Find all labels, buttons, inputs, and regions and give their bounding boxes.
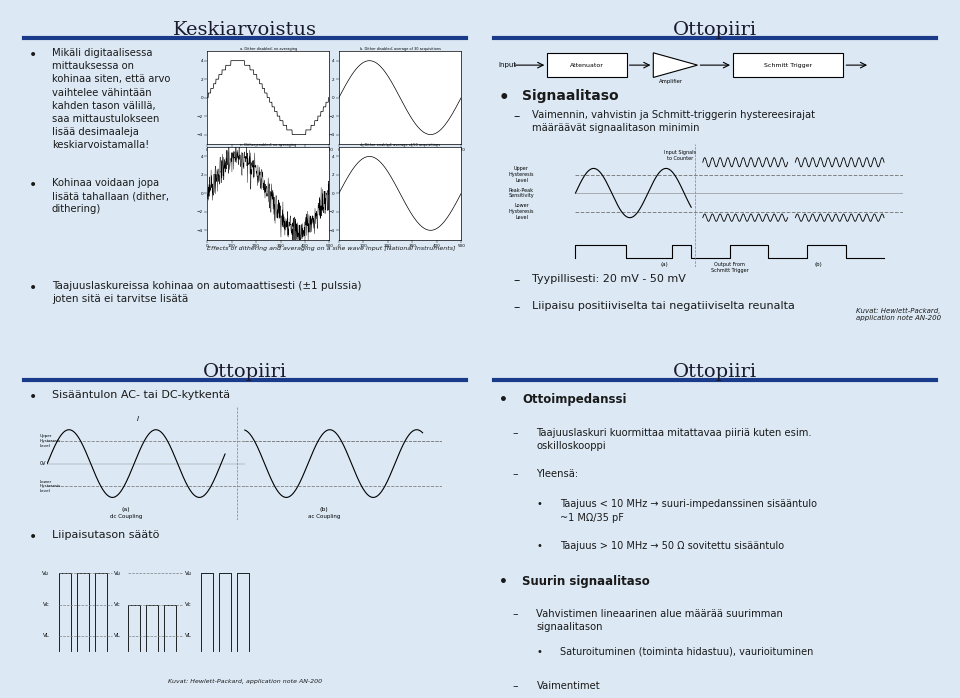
Title: a. Dither disabled; no averaging: a. Dither disabled; no averaging <box>240 47 297 51</box>
Text: Liipaisutason säätö: Liipaisutason säätö <box>52 530 159 540</box>
Text: •: • <box>29 530 36 544</box>
Text: Liipaisu positiiviselta tai negatiiviselta reunalta: Liipaisu positiiviselta tai negatiivisel… <box>532 301 795 311</box>
Text: Vu: Vu <box>184 571 191 576</box>
Text: dc Coupling: dc Coupling <box>110 514 142 519</box>
Text: Kuvat: Hewlett-Packard,
application note AN-200: Kuvat: Hewlett-Packard, application note… <box>856 308 941 321</box>
Text: –: – <box>513 609 518 619</box>
Text: Ottopiiri: Ottopiiri <box>673 21 757 38</box>
Text: Input: Input <box>498 62 516 68</box>
Text: VL: VL <box>184 633 191 638</box>
Text: Tyypillisesti: 20 mV - 50 mV: Tyypillisesti: 20 mV - 50 mV <box>532 274 685 284</box>
Title: c. Dither enabled; no averaging: c. Dither enabled; no averaging <box>240 143 297 147</box>
Text: Lower
Hysteresis
Level: Lower Hysteresis Level <box>509 203 534 220</box>
Text: I: I <box>137 415 139 422</box>
Text: Vaimennin, vahvistin ja Schmitt-triggerin hystereesirajat
määräävät signaalitaso: Vaimennin, vahvistin ja Schmitt-triggeri… <box>532 110 815 133</box>
Text: Vc: Vc <box>184 602 191 607</box>
Text: Schmitt Trigger: Schmitt Trigger <box>764 63 812 68</box>
Text: •: • <box>537 646 542 657</box>
Text: Suurin signaalitaso: Suurin signaalitaso <box>522 574 650 588</box>
Text: Attenuator: Attenuator <box>570 63 604 68</box>
Text: Mikäli digitaalisessa
mittauksessa on
kohinaa siten, että arvo
vaihtelee vähintä: Mikäli digitaalisessa mittauksessa on ko… <box>52 48 170 151</box>
Text: Taajuus < 10 MHz → suuri-impedanssinen sisääntulo
~1 MΩ/35 pF: Taajuus < 10 MHz → suuri-impedanssinen s… <box>560 500 817 523</box>
Text: •: • <box>537 540 542 551</box>
Text: –: – <box>513 469 518 479</box>
Text: (a): (a) <box>660 262 668 267</box>
Text: ac Coupling: ac Coupling <box>307 514 340 519</box>
Text: Peak-Peak
Sensitivity: Peak-Peak Sensitivity <box>509 188 535 198</box>
Text: 0V: 0V <box>39 461 46 466</box>
Polygon shape <box>654 53 698 77</box>
Text: Upper
Hysteresis
Level: Upper Hysteresis Level <box>39 434 60 447</box>
Text: Taajuuslaskureissa kohinaa on automaattisesti (±1 pulssia)
joten sitä ei tarvits: Taajuuslaskureissa kohinaa on automaatti… <box>52 281 361 304</box>
Text: Ottopiiri: Ottopiiri <box>673 363 757 380</box>
Text: Ottopiiri: Ottopiiri <box>203 363 287 380</box>
Text: Effects of dithering and averaging on a sine wave input [National Instruments]: Effects of dithering and averaging on a … <box>207 246 456 251</box>
Text: Taajuuslaskuri kuormittaa mitattavaa piiriä kuten esim.
oskilloskooppi: Taajuuslaskuri kuormittaa mitattavaa pii… <box>537 428 812 451</box>
Text: Vaimentimet: Vaimentimet <box>537 681 600 691</box>
Text: –: – <box>513 428 518 438</box>
Title: d. Dither enabled; average of 50 acquisitions: d. Dither enabled; average of 50 acquisi… <box>360 143 440 147</box>
Text: Saturoituminen (toiminta hidastuu), vaurioituminen: Saturoituminen (toiminta hidastuu), vaur… <box>560 646 813 657</box>
Text: Yleensä:: Yleensä: <box>537 469 579 479</box>
Text: Vu: Vu <box>42 571 49 576</box>
Text: Signaalitaso: Signaalitaso <box>522 89 619 103</box>
Text: Keskiarvoistus: Keskiarvoistus <box>173 21 317 38</box>
Text: •: • <box>499 574 508 588</box>
Text: •: • <box>29 390 36 404</box>
Text: Vahvistimen lineaarinen alue määrää suurimman
signaalitason: Vahvistimen lineaarinen alue määrää suur… <box>537 609 783 632</box>
Text: Kohinaa voidaan jopa
lisätä tahallaan (dither,
dithering): Kohinaa voidaan jopa lisätä tahallaan (d… <box>52 178 169 214</box>
Text: Sisääntulon AC- tai DC-kytkentä: Sisääntulon AC- tai DC-kytkentä <box>52 390 230 400</box>
Text: •: • <box>29 48 36 62</box>
Text: Kuvat: Hewlett-Packard, application note AN-200: Kuvat: Hewlett-Packard, application note… <box>168 679 322 684</box>
FancyBboxPatch shape <box>732 53 844 77</box>
Text: Upper
Hysteresis
Level: Upper Hysteresis Level <box>509 166 534 183</box>
Text: Ottoimpedanssi: Ottoimpedanssi <box>522 394 627 406</box>
Text: Input Signals
to Counter: Input Signals to Counter <box>663 150 696 161</box>
Text: (b): (b) <box>320 507 328 512</box>
FancyBboxPatch shape <box>547 53 627 77</box>
Text: Vu: Vu <box>113 571 120 576</box>
Text: –: – <box>513 110 519 123</box>
Text: Vc: Vc <box>113 602 120 607</box>
Text: Output From
Schmitt Trigger: Output From Schmitt Trigger <box>711 262 749 273</box>
Text: –: – <box>513 681 518 691</box>
Title: b. Dither disabled; average of 30 acquisitions: b. Dither disabled; average of 30 acquis… <box>360 47 441 51</box>
Text: •: • <box>537 500 542 510</box>
Text: (a): (a) <box>122 507 131 512</box>
Text: •: • <box>499 394 508 408</box>
Text: •: • <box>499 89 510 107</box>
Text: •: • <box>29 178 36 192</box>
Text: –: – <box>513 301 519 314</box>
Text: Taajuus > 10 MHz → 50 Ω sovitettu sisääntulo: Taajuus > 10 MHz → 50 Ω sovitettu sisään… <box>560 540 784 551</box>
Text: –: – <box>513 274 519 287</box>
Text: Lower
Hysteresis
Level: Lower Hysteresis Level <box>39 480 60 493</box>
Text: VL: VL <box>113 633 120 638</box>
Text: •: • <box>29 281 36 295</box>
Text: VL: VL <box>42 633 49 638</box>
Text: (b): (b) <box>815 262 823 267</box>
Text: Amplifier: Amplifier <box>659 80 684 84</box>
Text: Vc: Vc <box>42 602 49 607</box>
